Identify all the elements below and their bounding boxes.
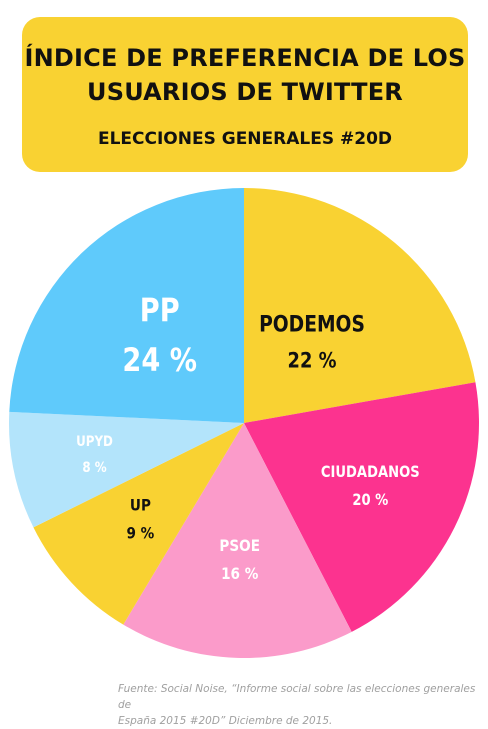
chart-title-line-1: ÍNDICE DE PREFERENCIA DE LOS	[24, 44, 466, 72]
slice-label-ciudadanos: CIUDADANOS	[321, 463, 420, 482]
pie-slice-up	[33, 423, 244, 625]
chart-title-line-2: USUARIOS DE TWITTER	[87, 78, 403, 106]
source-line-1: Fuente: Social Noise, “Informe social so…	[118, 683, 476, 711]
slice-value-psoe: 16 %	[221, 565, 258, 583]
slice-label-up: UP	[130, 496, 151, 514]
pie-slice-upyd	[9, 411, 244, 528]
pie-slices	[9, 188, 480, 659]
title-banner: ÍNDICE DE PREFERENCIA DE LOS USUARIOS DE…	[22, 17, 468, 172]
source-note: Fuente: Social Noise, “Informe social so…	[118, 681, 478, 729]
pie-slice-psoe	[123, 423, 352, 659]
slice-label-upyd: UPYD	[76, 434, 113, 450]
pie-labels: PODEMOS 22 % CIUDADANOS 20 % PSOE 16 % UP 9 % UP…	[76, 292, 420, 583]
chart-subtitle: ELECCIONES GENERALES #20D	[97, 129, 393, 149]
slice-value-upyd: 8 %	[82, 460, 106, 476]
slice-value-ciudadanos: 20 %	[352, 491, 388, 510]
slice-label-psoe: PSOE	[219, 537, 260, 555]
slice-label-podemos: PODEMOS	[259, 311, 365, 337]
slice-value-podemos: 22 %	[288, 348, 337, 373]
source-line-2: España 2015 #20D” Diciembre de 2015.	[118, 715, 333, 727]
pie-slice-ciudadanos	[244, 382, 480, 632]
pie-slice-pp	[9, 188, 244, 423]
slice-label-pp: PP	[140, 292, 180, 330]
slice-value-up: 9 %	[127, 524, 155, 542]
pie-slice-podemos	[244, 188, 476, 423]
slice-value-pp: 24 %	[122, 342, 197, 380]
chart-title: ÍNDICE DE PREFERENCIA DE LOS USUARIOS DE…	[22, 41, 468, 109]
